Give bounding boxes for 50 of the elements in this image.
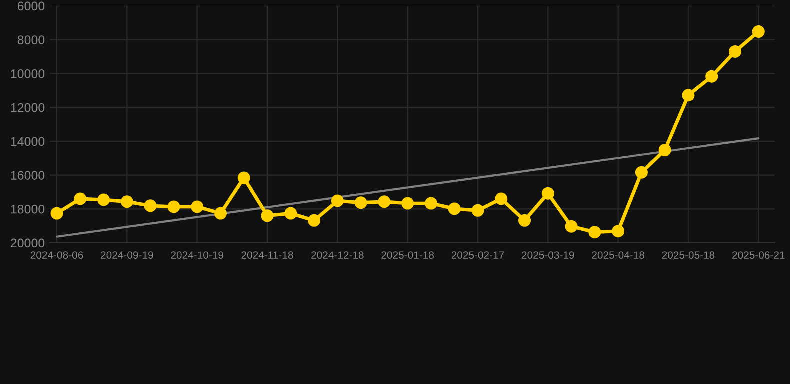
x-tick-label: 2025-01-18 <box>382 252 434 259</box>
point <box>144 200 157 212</box>
point <box>261 210 274 222</box>
point <box>74 192 87 206</box>
x-tick-label: 2024-11-18 <box>242 252 294 259</box>
y-tick-label: 20000 <box>11 238 45 248</box>
x-tick-label: 2025-02-17 <box>452 252 504 259</box>
point <box>495 192 508 206</box>
point <box>98 194 110 206</box>
point <box>354 196 368 210</box>
point <box>50 207 64 220</box>
y-tick-label: 6000 <box>18 2 45 11</box>
point <box>472 204 484 217</box>
point <box>588 226 602 239</box>
x-tick-label: 2024-09-19 <box>101 252 154 259</box>
point <box>378 196 391 208</box>
x-tick-label: 2025-03-19 <box>522 252 574 259</box>
y-tick-label: 16000 <box>11 171 45 180</box>
y-tick-label: 18000 <box>11 204 45 214</box>
point <box>518 214 532 227</box>
point <box>331 194 344 208</box>
point <box>658 144 672 156</box>
point <box>706 70 718 83</box>
point <box>448 202 461 216</box>
point <box>214 207 227 220</box>
point <box>565 220 578 233</box>
point <box>120 196 134 208</box>
y-tick-label: 12000 <box>11 103 45 112</box>
point <box>728 45 742 58</box>
point <box>635 166 648 179</box>
x-tick-label: 2025-04-18 <box>592 252 644 259</box>
point <box>191 200 204 214</box>
point <box>682 89 695 102</box>
x-tick-label: 2024-08-06 <box>30 252 84 259</box>
x-tick-label: 2024-12-18 <box>312 252 364 259</box>
y-tick-label: 14000 <box>11 137 45 146</box>
x-tick-label: 2025-06-21 <box>732 252 785 259</box>
x-tick-label: 2024-10-19 <box>171 252 224 259</box>
point <box>402 197 414 210</box>
point <box>752 25 765 38</box>
point <box>284 207 298 220</box>
point <box>238 172 250 184</box>
point <box>168 200 180 214</box>
point <box>542 187 554 200</box>
point <box>308 214 321 227</box>
point <box>424 197 438 210</box>
x-tick-label: 2025-05-18 <box>662 252 715 259</box>
y-tick-label: 10000 <box>11 70 45 78</box>
y-tick-label: 8000 <box>18 36 45 45</box>
point <box>612 225 625 238</box>
